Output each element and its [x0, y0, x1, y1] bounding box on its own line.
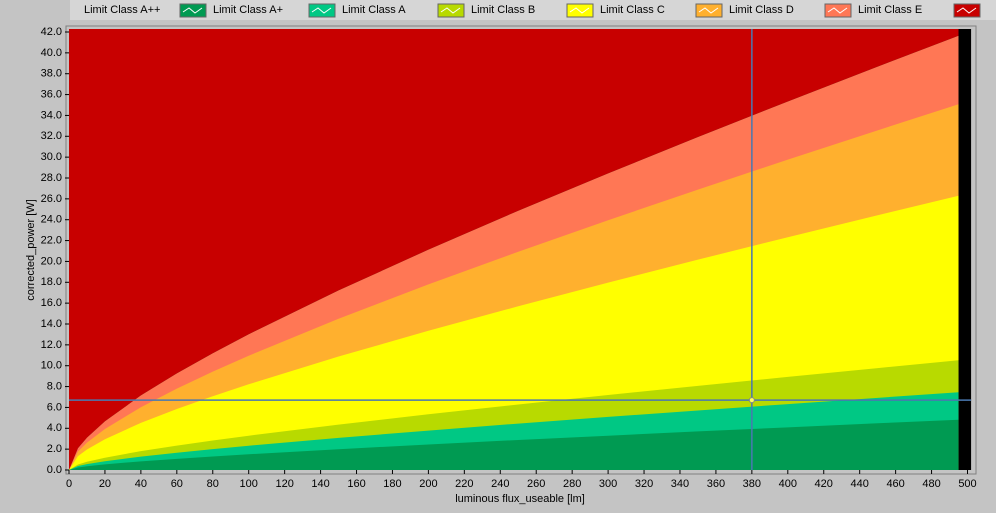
legend-swatch [179, 3, 207, 18]
legend-label: Limit Class A [342, 4, 406, 16]
x-tick-label: 220 [455, 478, 473, 490]
x-tick-label: 180 [383, 478, 401, 490]
legend-label: Limit Class D [729, 4, 794, 16]
y-tick-label: 40.0 [41, 47, 62, 59]
x-tick-label: 140 [311, 478, 329, 490]
legend-swatch [566, 3, 594, 18]
y-tick-label: 28.0 [41, 172, 62, 184]
legend-line [698, 7, 719, 14]
y-tick-label: 36.0 [41, 88, 62, 100]
legend-line [569, 7, 590, 14]
y-tick-label: 4.0 [47, 422, 62, 434]
y-tick-label: 42.0 [41, 26, 62, 38]
x-tick-label: 480 [922, 478, 940, 490]
legend-swatch [824, 3, 852, 18]
plot-frame [65, 25, 977, 475]
x-tick-label: 120 [275, 478, 293, 490]
y-tick-label: 32.0 [41, 130, 62, 142]
y-tick-label: 22.0 [41, 234, 62, 246]
y-tick-label: 20.0 [41, 255, 62, 267]
x-tick-label: 300 [599, 478, 617, 490]
legend-label: Limit Class A++ [84, 4, 160, 16]
x-tick-label: 0 [66, 478, 72, 490]
x-tick-label: 500 [958, 478, 976, 490]
x-tick-label: 40 [135, 478, 147, 490]
legend-bar [70, 0, 996, 20]
legend-swatch [953, 3, 981, 18]
x-axis-title: luminous flux_useable [lm] [455, 493, 585, 505]
x-tick-label: 200 [419, 478, 437, 490]
y-tick-label: 24.0 [41, 214, 62, 226]
x-tick-label: 320 [635, 478, 653, 490]
x-tick-label: 360 [707, 478, 725, 490]
y-tick-label: 2.0 [47, 443, 62, 455]
x-tick-label: 60 [171, 478, 183, 490]
x-tick-label: 420 [815, 478, 833, 490]
x-tick-label: 280 [563, 478, 581, 490]
y-tick-label: 38.0 [41, 68, 62, 80]
legend-swatch [308, 3, 336, 18]
area [69, 29, 959, 470]
legend-line [440, 7, 461, 14]
legend-label: Limit Class B [471, 4, 535, 16]
y-tick-label: 26.0 [41, 193, 62, 205]
x-tick-label: 440 [851, 478, 869, 490]
x-tick-label: 80 [207, 478, 219, 490]
x-tick-label: 380 [743, 478, 761, 490]
x-tick-label: 240 [491, 478, 509, 490]
y-tick-label: 16.0 [41, 297, 62, 309]
legend-line [956, 7, 977, 14]
x-tick-label: 100 [240, 478, 258, 490]
y-tick-label: 14.0 [41, 318, 62, 330]
y-tick-label: 8.0 [47, 380, 62, 392]
y-tick-label: 30.0 [41, 151, 62, 163]
legend-line [182, 7, 203, 14]
legend-label: Limit Class C [600, 4, 665, 16]
y-axis-title: corrected_power [W] [25, 199, 37, 300]
y-tick-label: 12.0 [41, 339, 62, 351]
legend-label: Limit Class E [858, 4, 922, 16]
legend-line [311, 7, 332, 14]
area [69, 419, 959, 470]
y-tick-label: 10.0 [41, 360, 62, 372]
legend-swatch [437, 3, 465, 18]
x-tick-label: 460 [886, 478, 904, 490]
legend-line [827, 7, 848, 14]
x-tick-label: 400 [779, 478, 797, 490]
y-tick-label: 6.0 [47, 401, 62, 413]
x-tick-label: 260 [527, 478, 545, 490]
y-tick-label: 0.0 [47, 464, 62, 476]
legend-label: Limit Class A+ [213, 4, 283, 16]
y-tick-label: 34.0 [41, 109, 62, 121]
cursor-point [748, 397, 755, 404]
x-tick-label: 340 [671, 478, 689, 490]
y-tick-label: 18.0 [41, 276, 62, 288]
x-tick-label: 160 [347, 478, 365, 490]
legend-swatch [695, 3, 723, 18]
x-tick-label: 20 [99, 478, 111, 490]
